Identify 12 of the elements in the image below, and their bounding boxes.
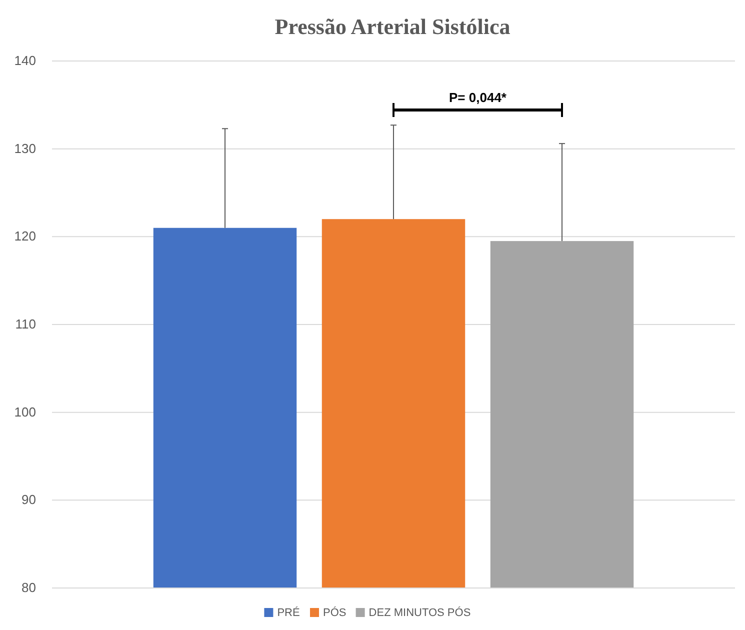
annotation: P= 0,044*	[449, 90, 508, 105]
y-tick-label: 140	[14, 53, 36, 68]
chart-title: Pressão Arterial Sistólica	[274, 14, 510, 39]
legend-label: DEZ MINUTOS PÓS	[368, 606, 471, 619]
y-tick-label: 80	[22, 580, 36, 595]
y-tick-label: 120	[14, 228, 36, 244]
y-tick-label: 110	[15, 316, 36, 332]
y-tick-label: 90	[22, 492, 36, 508]
y-tick-label: 130	[14, 140, 36, 156]
legend-label: PÓS	[323, 606, 346, 619]
legend-label: PRÉ	[277, 606, 300, 619]
y-tick-label: 100	[14, 404, 36, 420]
